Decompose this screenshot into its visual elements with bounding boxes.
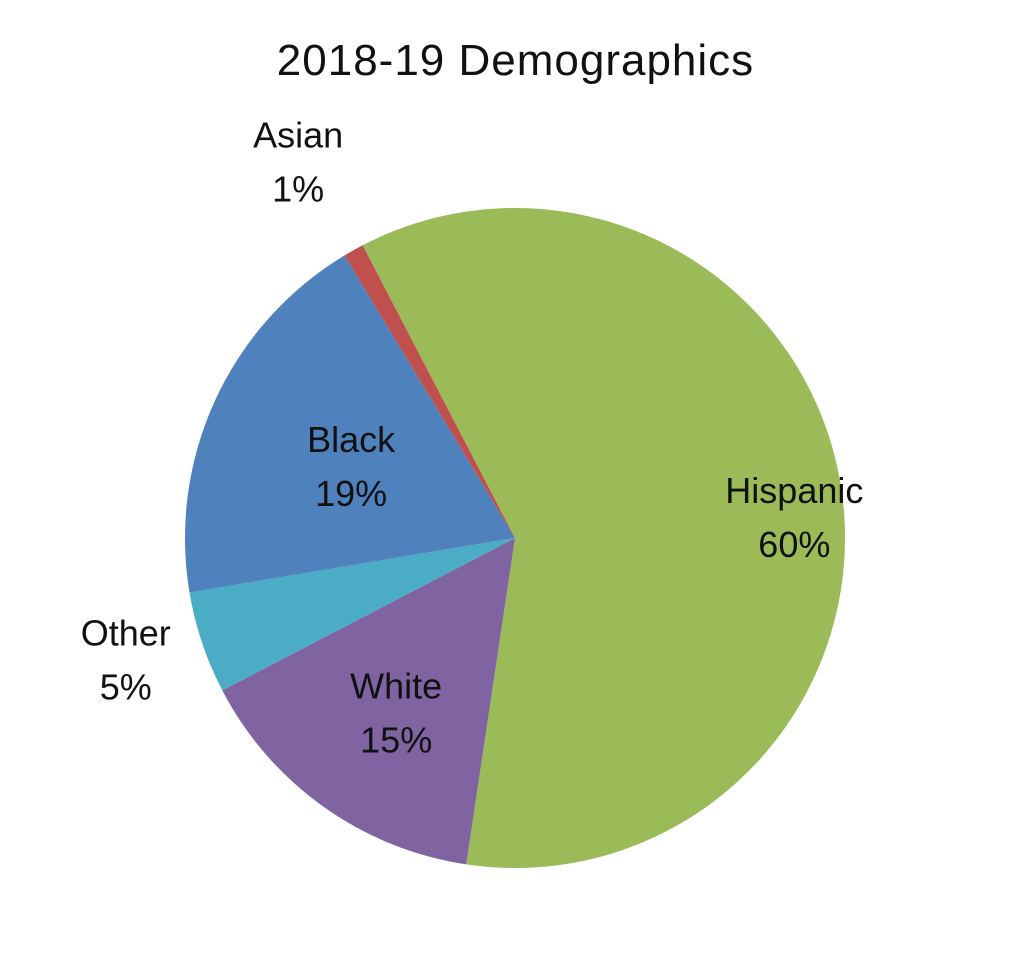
slice-label-name-asian: Asian bbox=[253, 114, 343, 155]
slice-label-value-black: 19% bbox=[315, 473, 387, 514]
slice-label-value-hispanic: 60% bbox=[758, 524, 830, 565]
chart-title: 2018-19 Demographics bbox=[276, 36, 755, 85]
pie-slice-asian bbox=[344, 245, 515, 538]
pie-slice-other bbox=[189, 538, 515, 691]
slice-label-value-other: 5% bbox=[100, 667, 152, 708]
slice-label-name-white: White bbox=[350, 666, 442, 707]
slice-label-value-asian: 1% bbox=[272, 168, 324, 209]
slice-label-name-hispanic: Hispanic bbox=[725, 470, 863, 511]
pie-slice-hispanic bbox=[362, 208, 845, 868]
pie-slice-black bbox=[185, 255, 516, 593]
pie-slice-white bbox=[222, 538, 515, 865]
slice-label-name-other: Other bbox=[81, 613, 171, 654]
slice-label-name-black: Black bbox=[307, 419, 396, 460]
slice-label-value-white: 15% bbox=[360, 720, 432, 761]
